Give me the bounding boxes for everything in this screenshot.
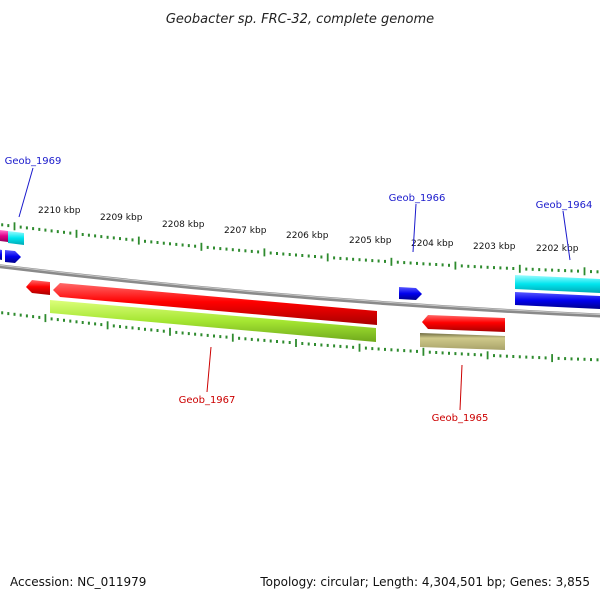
label-leaders bbox=[18, 167, 571, 411]
gene-label-geob-1965[interactable]: Geob_1965 bbox=[432, 413, 489, 424]
page-title: Geobacter sp. FRC-32, complete genome bbox=[166, 12, 434, 27]
gene-label-geob-1969[interactable]: Geob_1969 bbox=[5, 156, 62, 167]
geob-1965-khaki-feature[interactable] bbox=[420, 333, 505, 350]
gene-label-geob-1966[interactable]: Geob_1966 bbox=[389, 193, 446, 204]
scale-label: 2205 kbp bbox=[349, 236, 392, 246]
geob-1965-feature[interactable] bbox=[422, 315, 505, 332]
scale-label: 2206 kbp bbox=[286, 231, 329, 241]
scale-label: 2210 kbp bbox=[38, 206, 81, 216]
accession-text: Accession: NC_011979 bbox=[10, 575, 146, 589]
scale-label: 2202 kbp bbox=[536, 244, 579, 254]
leader-geob-1966 bbox=[412, 203, 417, 253]
leader-geob-1969 bbox=[18, 167, 34, 218]
geob-1963-feature[interactable] bbox=[515, 292, 600, 309]
geob-1966-feature[interactable] bbox=[399, 287, 422, 300]
geob-1969-cyan-feature[interactable] bbox=[8, 231, 24, 245]
scale-label: 2209 kbp bbox=[100, 213, 143, 223]
scale-label: 2204 kbp bbox=[411, 239, 454, 249]
leader-geob-1965 bbox=[459, 364, 463, 411]
small-blue-feature[interactable] bbox=[0, 249, 2, 260]
small-red-feature[interactable] bbox=[26, 280, 50, 295]
genome-backbone-highlight bbox=[0, 264, 600, 316]
gene-label-geob-1967[interactable]: Geob_1967 bbox=[179, 395, 236, 406]
reverse-strand-features bbox=[26, 280, 505, 350]
leader-geob-1964 bbox=[562, 210, 571, 261]
geob-1968-feature[interactable] bbox=[5, 250, 21, 263]
geob-1967-green-feature[interactable] bbox=[50, 300, 376, 342]
scale-label: 2208 kbp bbox=[162, 220, 205, 230]
geob-1964-feature[interactable] bbox=[515, 275, 600, 293]
genome-backbone bbox=[0, 264, 600, 318]
genome-summary-text: Topology: circular; Length: 4,304,501 bp… bbox=[259, 575, 590, 589]
geob-1967-feature[interactable] bbox=[53, 283, 377, 325]
gene-labels: Geob_1969 Geob_1966 Geob_1964 Geob_1967 … bbox=[5, 156, 593, 424]
leader-geob-1967 bbox=[206, 346, 212, 393]
gene-label-geob-1964[interactable]: Geob_1964 bbox=[536, 200, 593, 211]
outer-tick-ring bbox=[1, 222, 599, 276]
scale-label: 2207 kbp bbox=[224, 226, 267, 236]
inner-tick-ring bbox=[1, 311, 599, 363]
geob-1969-feature[interactable] bbox=[0, 230, 8, 242]
forward-strand-features bbox=[0, 230, 600, 309]
scale-label: 2203 kbp bbox=[473, 242, 516, 252]
scale-labels: 2210 kbp 2209 kbp 2208 kbp 2207 kbp 2206… bbox=[38, 206, 579, 254]
